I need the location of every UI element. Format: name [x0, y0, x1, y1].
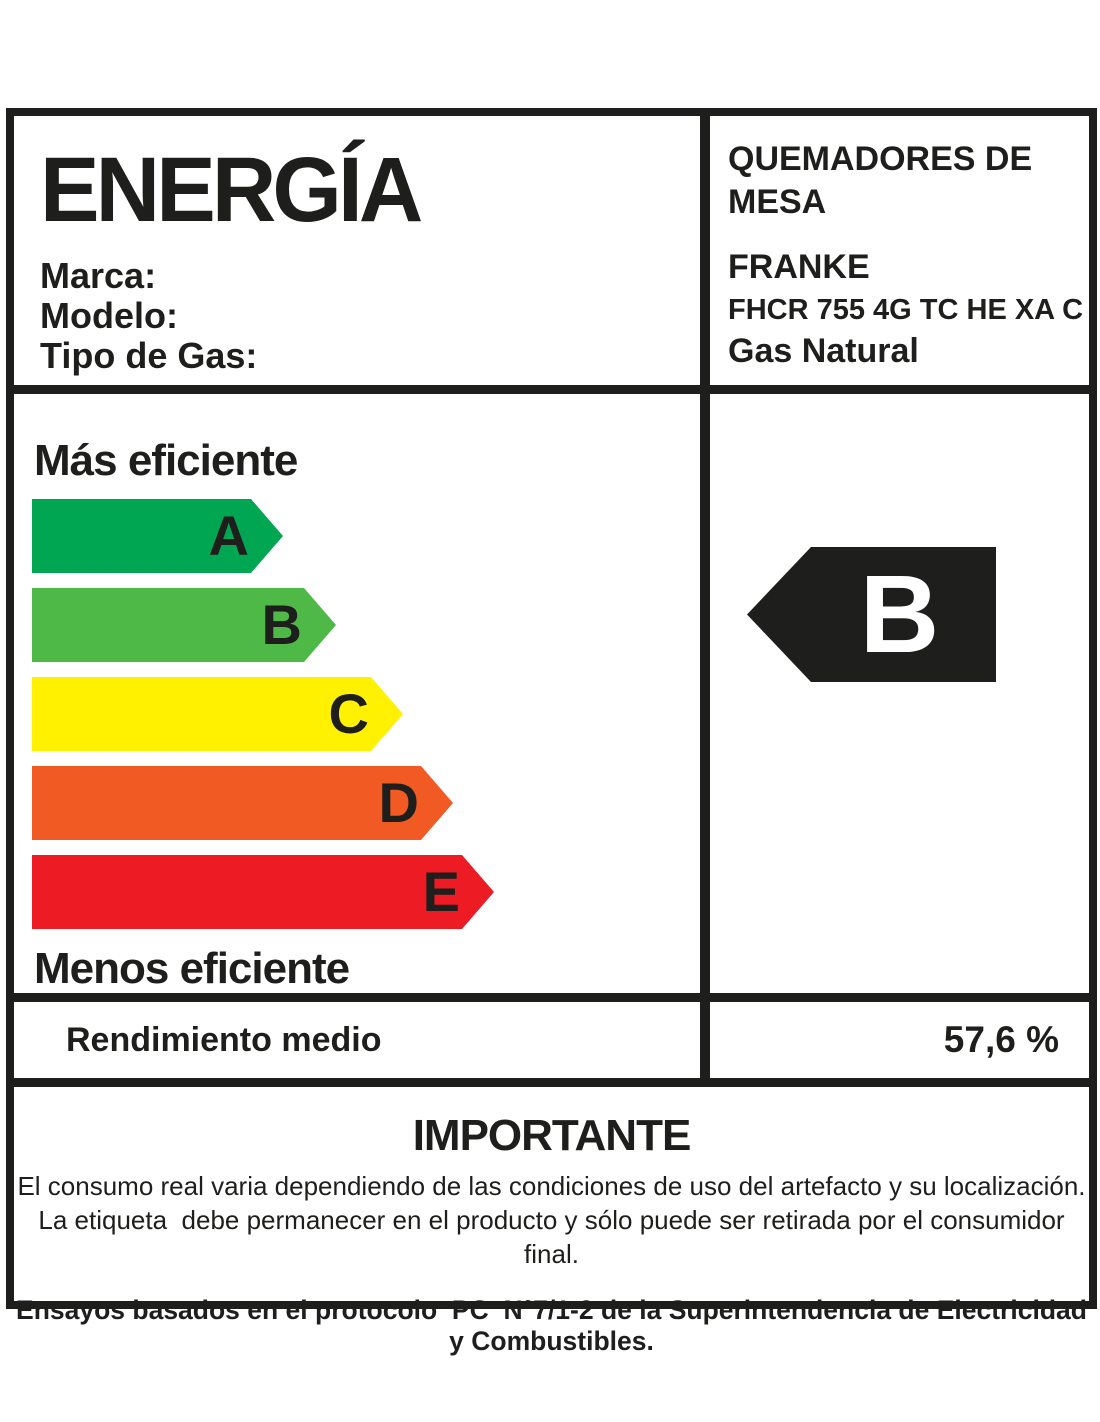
rating-class-letter: B [859, 552, 940, 676]
label-title: ENERGÍA [40, 139, 423, 241]
class-arrow-b: B [32, 588, 336, 662]
header-left-panel: ENERGÍA Marca: Modelo: Tipo de Gas: [14, 116, 710, 385]
performance-label-cell: Rendimiento medio [14, 993, 710, 1078]
performance-value-cell: 57,6 % [710, 993, 1089, 1078]
class-arrow-e: E [32, 855, 494, 929]
class-arrow-c: C [32, 677, 403, 751]
important-line-2: La etiqueta debe permanecer en el produc… [38, 1205, 1072, 1269]
important-footnote: Ensayos basados en el protocolo PC N°7/1… [16, 1295, 1095, 1356]
class-letter-e: E [422, 860, 460, 923]
class-arrow-d: D [32, 766, 453, 840]
field-list: Marca: Modelo: Tipo de Gas: [40, 256, 700, 376]
important-line-1: El consumo real varia dependiendo de las… [17, 1171, 1086, 1201]
class-letter-d: D [378, 771, 419, 834]
class-letter-b: B [261, 593, 302, 656]
class-letter-a: A [208, 504, 249, 567]
product-info-panel: QUEMADORES DE MESA FRANKE FHCR 755 4G TC… [710, 116, 1089, 385]
field-modelo: Modelo: [40, 295, 178, 336]
class-letter-c: C [328, 682, 369, 745]
performance-label: Rendimiento medio [66, 1020, 382, 1059]
scale-bottom-label: Menos eficiente [34, 944, 350, 993]
important-panel: IMPORTANTE El consumo real varia dependi… [14, 1078, 1089, 1356]
rating-class-arrow: B [747, 547, 996, 682]
performance-value: 57,6 % [943, 1019, 1059, 1060]
product-category: QUEMADORES DE MESA [728, 140, 1033, 221]
field-tipo-de-gas: Tipo de Gas: [40, 335, 258, 376]
field-marca: Marca: [40, 255, 157, 296]
product-model: FHCR 755 4G TC HE XA C [728, 294, 1084, 326]
energy-label: ENERGÍA Marca: Modelo: Tipo de Gas: QUEM… [6, 108, 1097, 1356]
class-arrow-a: A [32, 499, 283, 573]
important-heading: IMPORTANTE [412, 1111, 692, 1160]
product-gas-type: Gas Natural [728, 332, 919, 370]
product-brand: FRANKE [728, 248, 870, 286]
scale-top-label: Más eficiente [34, 436, 298, 485]
rating-panel: B [710, 385, 1089, 993]
